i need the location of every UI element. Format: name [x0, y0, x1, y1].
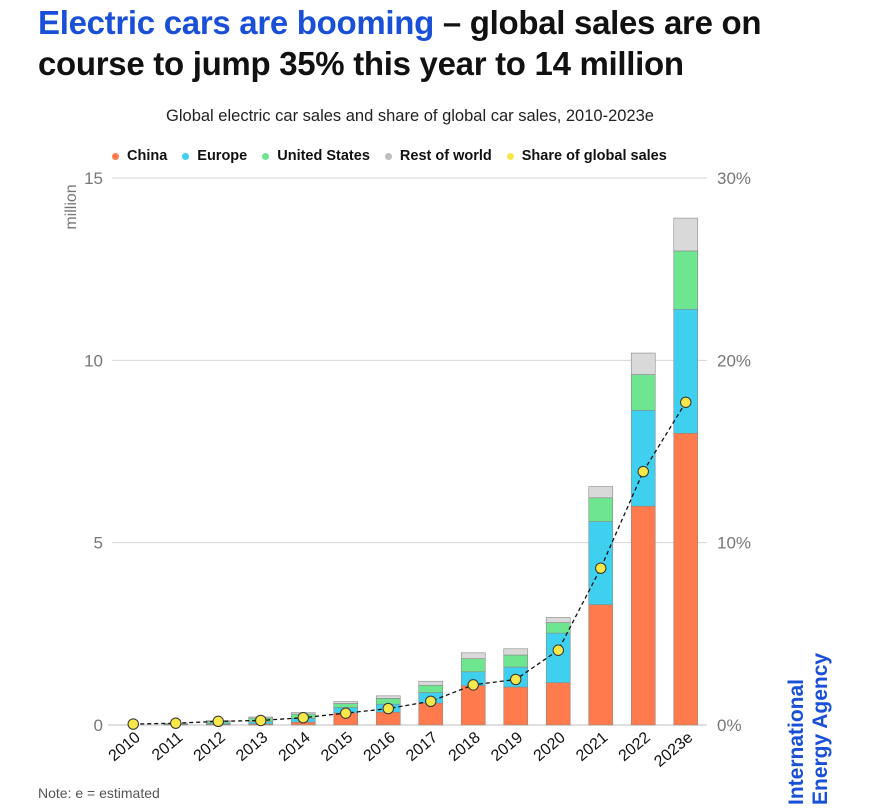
bar-united-states: [333, 703, 359, 708]
bar-rest-of-world: [588, 486, 614, 499]
bar-rest-of-world: [375, 695, 401, 699]
legend-label-china: China: [127, 148, 168, 164]
x-tick-label: 2013: [233, 729, 271, 765]
share-point: [382, 702, 394, 715]
x-tick-label: 2023e: [651, 729, 696, 771]
x-tick-label: 2016: [361, 729, 399, 765]
bar-united-states: [460, 658, 486, 673]
share-point: [170, 717, 182, 729]
legend-label-europe: Europe: [197, 148, 248, 164]
x-tick-label: 2017: [403, 729, 441, 765]
legend-swatch-europe: [182, 152, 190, 160]
share-point: [680, 396, 692, 408]
y2-tick-label: 0%: [717, 716, 742, 735]
bar-united-states: [545, 622, 571, 634]
bar-europe: [673, 308, 699, 434]
share-point: [127, 718, 139, 730]
share-point: [595, 562, 607, 574]
share-point: [510, 673, 522, 686]
bar-china: [588, 604, 614, 726]
share-point: [255, 714, 267, 727]
bar-rest-of-world: [460, 652, 486, 659]
x-tick-label: 2014: [276, 729, 314, 765]
x-tick-label: 2021: [573, 729, 611, 765]
bar-china: [673, 432, 699, 726]
legend-item-china: China: [112, 148, 167, 164]
headline-highlight: Electric cars are booming: [38, 4, 434, 41]
chart-title: Global electric car sales and share of g…: [166, 107, 654, 125]
share-point: [425, 695, 437, 707]
headline-rest: – global sales are on course to jump 35%…: [38, 4, 762, 82]
bar-united-states: [418, 684, 444, 693]
x-tick-label: 2012: [191, 729, 229, 765]
bar-united-states: [630, 374, 656, 411]
gridlines: [108, 177, 707, 726]
x-tick-label: 2010: [106, 729, 144, 765]
legend-swatch-share: [506, 152, 514, 160]
x-tick-label: 2018: [446, 729, 484, 765]
bar-rest-of-world: [503, 648, 529, 656]
share-point: [637, 465, 649, 478]
share-point: [552, 644, 564, 656]
bar-rest-of-world: [673, 217, 699, 252]
share-point: [467, 679, 479, 691]
footnote: Note: e = estimated: [38, 785, 160, 801]
iea-logo: International Energy Agency: [785, 640, 840, 805]
y-tick-label: 0: [94, 716, 103, 735]
headline: Electric cars are booming – global sales…: [38, 2, 858, 84]
y-tick-label: 5: [94, 534, 103, 553]
bar-rest-of-world: [333, 701, 359, 704]
x-tick-label: 2022: [616, 729, 654, 765]
legend: China Europe United States Rest of world…: [112, 148, 682, 164]
brand-line-2: Energy Agency: [809, 652, 832, 805]
x-tick-label: 2020: [531, 729, 569, 765]
share-line-path: [133, 401, 687, 725]
y-tick-label: 15: [84, 169, 103, 188]
legend-item-rest-of-world: Rest of world: [384, 148, 492, 164]
legend-swatch-china: [112, 152, 119, 160]
y2-tick-label: 30%: [717, 169, 751, 188]
bars: [163, 217, 699, 726]
legend-item-share: Share of global sales: [506, 148, 667, 164]
share-point: [297, 712, 309, 724]
bar-united-states: [503, 654, 529, 668]
legend-label-rest-of-world: Rest of world: [399, 148, 492, 164]
bar-china: [503, 686, 529, 726]
share-line: [127, 396, 692, 730]
bar-china: [460, 685, 486, 726]
y2-tick-label: 20%: [717, 351, 751, 370]
y2-tick-label: 10%: [717, 534, 751, 553]
y-tick-label: 10: [84, 351, 103, 370]
bar-china: [545, 682, 571, 726]
brand-line-1: International: [785, 678, 808, 805]
legend-label-share: Share of global sales: [521, 148, 667, 164]
bar-china: [630, 505, 656, 726]
bar-europe: [545, 632, 571, 683]
bar-rest-of-world: [545, 617, 571, 623]
x-tick-label: 2019: [488, 729, 526, 765]
bar-rest-of-world: [418, 680, 444, 686]
legend-item-united-states: United States: [262, 148, 370, 164]
bar-united-states: [588, 497, 614, 522]
legend-item-europe: Europe: [182, 148, 247, 164]
bar-rest-of-world: [630, 352, 656, 375]
bar-united-states: [673, 250, 699, 310]
share-point: [340, 707, 352, 719]
x-tick-label: 2011: [149, 729, 186, 764]
legend-label-united-states: United States: [277, 148, 370, 164]
legend-swatch-rest-of-world: [384, 152, 392, 160]
x-tick-label: 2015: [318, 729, 356, 765]
share-point: [212, 715, 224, 728]
legend-swatch-united-states: [262, 152, 270, 160]
